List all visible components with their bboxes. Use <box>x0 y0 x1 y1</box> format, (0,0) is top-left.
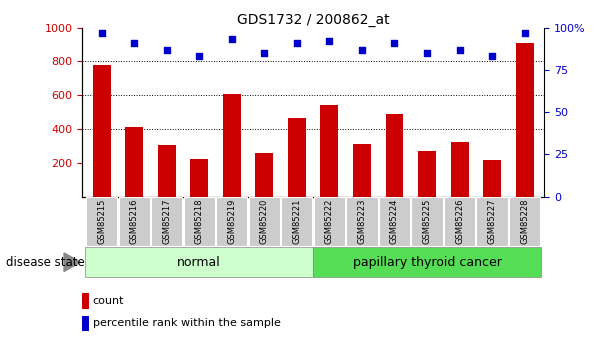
Point <box>97 30 106 36</box>
Bar <box>516 43 534 197</box>
FancyBboxPatch shape <box>444 197 475 246</box>
Bar <box>255 153 273 197</box>
Text: GSM85223: GSM85223 <box>358 199 367 244</box>
FancyBboxPatch shape <box>184 197 215 246</box>
FancyBboxPatch shape <box>314 197 345 246</box>
Text: papillary thyroid cancer: papillary thyroid cancer <box>353 256 502 269</box>
Bar <box>82 316 89 331</box>
Text: count: count <box>93 296 124 306</box>
FancyBboxPatch shape <box>216 197 247 246</box>
Text: GSM85222: GSM85222 <box>325 199 334 244</box>
Point <box>455 47 465 52</box>
Bar <box>82 293 89 309</box>
FancyBboxPatch shape <box>313 247 541 277</box>
FancyBboxPatch shape <box>347 197 378 246</box>
Text: GSM85226: GSM85226 <box>455 199 464 244</box>
Text: GSM85221: GSM85221 <box>292 199 302 244</box>
FancyBboxPatch shape <box>86 197 117 246</box>
Text: GSM85224: GSM85224 <box>390 199 399 244</box>
Bar <box>385 114 404 197</box>
FancyBboxPatch shape <box>85 247 313 277</box>
Bar <box>92 65 111 197</box>
Bar <box>418 151 436 197</box>
Point <box>520 30 530 36</box>
FancyBboxPatch shape <box>379 197 410 246</box>
Bar <box>125 127 143 197</box>
Text: GSM85218: GSM85218 <box>195 199 204 244</box>
Point <box>162 47 171 52</box>
Bar <box>288 118 306 197</box>
FancyBboxPatch shape <box>282 197 313 246</box>
Bar <box>451 142 469 197</box>
Point <box>422 50 432 56</box>
Text: disease state: disease state <box>6 256 85 269</box>
Point <box>227 37 237 42</box>
FancyBboxPatch shape <box>412 197 443 246</box>
Text: GSM85215: GSM85215 <box>97 199 106 244</box>
Title: GDS1732 / 200862_at: GDS1732 / 200862_at <box>237 12 390 27</box>
Point <box>390 40 399 46</box>
Text: normal: normal <box>178 256 221 269</box>
Point <box>487 53 497 59</box>
Point <box>130 40 139 46</box>
Text: GSM85219: GSM85219 <box>227 199 237 244</box>
Bar <box>320 105 338 197</box>
Bar <box>190 159 208 197</box>
Point <box>292 40 302 46</box>
Point <box>195 53 204 59</box>
Text: GSM85217: GSM85217 <box>162 199 171 244</box>
FancyBboxPatch shape <box>509 197 541 246</box>
Text: GSM85220: GSM85220 <box>260 199 269 244</box>
FancyBboxPatch shape <box>151 197 182 246</box>
Point <box>260 50 269 56</box>
FancyBboxPatch shape <box>249 197 280 246</box>
Bar <box>157 145 176 197</box>
Text: GSM85216: GSM85216 <box>130 199 139 244</box>
Bar <box>483 160 501 197</box>
FancyBboxPatch shape <box>477 197 508 246</box>
Point <box>325 38 334 44</box>
Text: percentile rank within the sample: percentile rank within the sample <box>93 318 281 328</box>
Bar <box>223 95 241 197</box>
Bar <box>353 144 371 197</box>
Point <box>357 47 367 52</box>
Text: GSM85227: GSM85227 <box>488 199 497 244</box>
Text: GSM85228: GSM85228 <box>520 199 529 244</box>
Text: GSM85225: GSM85225 <box>423 199 432 244</box>
FancyBboxPatch shape <box>119 197 150 246</box>
Polygon shape <box>64 253 80 272</box>
